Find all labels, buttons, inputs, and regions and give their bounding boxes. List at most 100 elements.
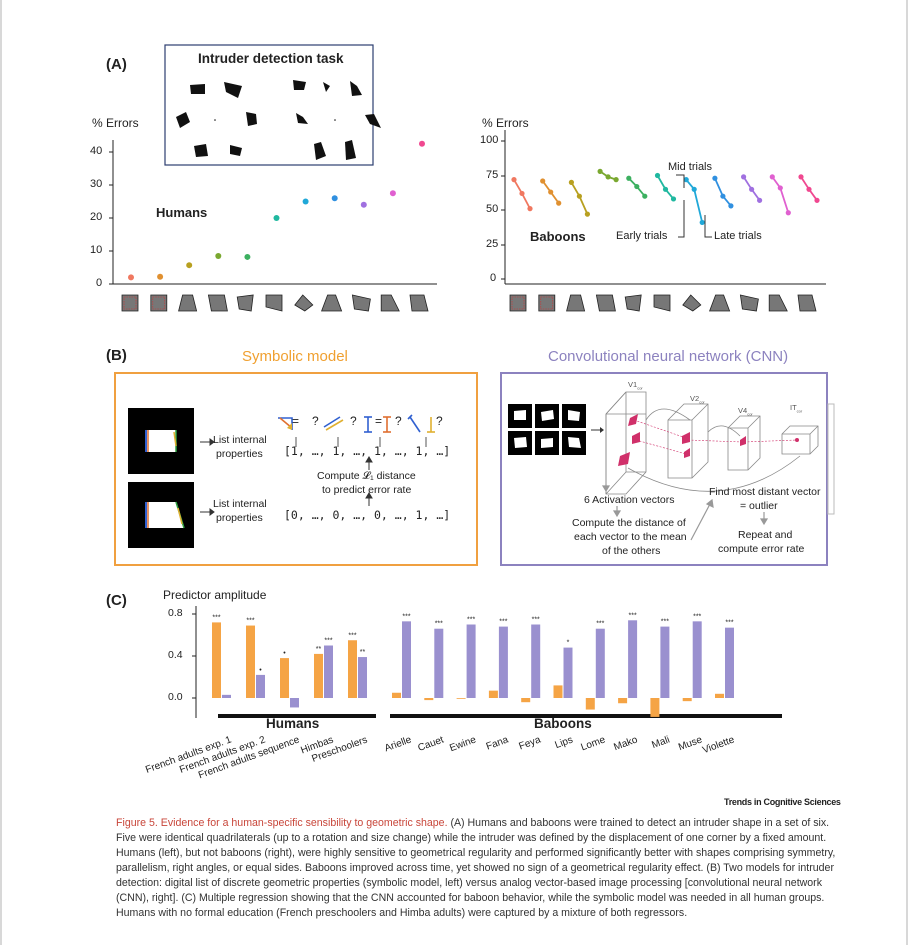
significance-label: ***: [402, 613, 410, 620]
significance-label: **: [316, 646, 322, 653]
significance-label: ***: [725, 620, 733, 627]
baboon-trial-point: [670, 196, 677, 202]
layer-v4-label: V4cor: [738, 406, 753, 417]
find-distant-1: Find most distant vector: [709, 486, 821, 498]
reference-shape-icon: [624, 294, 642, 312]
find-distant-2: = outlier: [740, 500, 778, 512]
baboon-trial-point: [749, 186, 755, 192]
baboon-trial-point: [798, 174, 804, 180]
baboon-trial-point: [626, 175, 632, 181]
q2: ?: [350, 414, 357, 428]
cnn-title: Convolutional neural network (CNN): [548, 348, 789, 365]
repeat-1: Repeat and: [738, 529, 793, 541]
category-label: Muse: [677, 734, 704, 753]
list-properties-2a: List internal: [213, 498, 267, 510]
baboon-trial-point: [662, 186, 669, 192]
baboon-trial-point: [806, 186, 812, 192]
category-label: Violette: [701, 734, 736, 756]
symbolic-bar: [212, 622, 221, 698]
baboon-trial-point: [519, 190, 525, 197]
c-ytick: 0.0: [168, 691, 183, 703]
humans-error-point: [360, 201, 367, 208]
symbolic-bar: [715, 693, 724, 698]
symbolic-bar: [682, 698, 692, 702]
caption-body: (A) Humans and baboons were trained to d…: [116, 817, 836, 919]
baboon-trial-point: [699, 219, 705, 226]
list-properties-1b: properties: [216, 448, 263, 460]
significance-label: ***: [246, 618, 254, 625]
property-icons: [278, 414, 435, 447]
symbolic-bar: [650, 698, 660, 717]
symbolic-bar: [424, 698, 434, 701]
reference-shape-icon: [121, 294, 139, 312]
cnn-bar: [222, 694, 231, 698]
baboon-trial-point: [576, 193, 583, 199]
repeat-2: compute error rate: [718, 543, 805, 555]
significance-label: •: [283, 650, 286, 657]
symbolic-bar: [521, 698, 531, 703]
symbolic-bar: [314, 653, 323, 698]
baboon-trial-point: [654, 172, 661, 179]
baboon-trial-point: [527, 206, 533, 212]
cnn-bar: [531, 624, 541, 698]
baboon-trial-point: [769, 174, 775, 180]
reference-shape-icon: [321, 294, 343, 312]
regularity-marker: [540, 296, 554, 310]
category-label: Ewine: [448, 734, 478, 754]
baboons-series: [511, 168, 820, 226]
task-shapes: [176, 80, 381, 160]
reference-shape-icon: [682, 294, 702, 312]
reference-shape-icon: [236, 294, 254, 312]
humans-shape-icons: [121, 294, 429, 312]
reference-shape-icon: [595, 294, 616, 312]
baboons-group-label: Baboons: [534, 716, 592, 731]
baboon-trial-point: [540, 178, 546, 184]
reference-shape-icon: [351, 294, 371, 312]
c-axes: [192, 606, 197, 718]
cnn-bar: [660, 626, 670, 698]
symbolic-bar: [280, 658, 289, 698]
baboons-label: Baboons: [530, 229, 586, 244]
humans-axes: [109, 140, 437, 285]
panel-a-svg: [109, 44, 826, 312]
cnn-bar: [563, 647, 573, 698]
humans-error-point: [389, 190, 396, 197]
reference-shape-icon: [380, 294, 400, 312]
cnn-bar: [434, 628, 444, 698]
reference-shape-icon: [709, 294, 731, 312]
humans-error-point: [244, 253, 251, 260]
cnn-arrows: [601, 484, 769, 541]
baboon-trial-point: [568, 179, 575, 185]
humans-group-label: Humans: [266, 716, 320, 731]
reference-shape-icon: [739, 294, 759, 312]
significance-label: ***: [596, 621, 604, 628]
humans-ytick: 40: [90, 145, 103, 157]
cnn-bar: [290, 698, 299, 708]
humans-error-point: [215, 252, 222, 259]
baboon-callouts: [676, 174, 712, 238]
cnn-bar: [256, 674, 265, 698]
humans-ytick: 30: [90, 178, 103, 190]
baboon-trial-point: [785, 210, 791, 216]
c-bars: *** ***••******************* *** **********…: [212, 612, 734, 717]
category-label: Arielle: [383, 734, 413, 754]
baboon-trial-point: [757, 197, 763, 203]
cnn-bar: [498, 626, 508, 698]
symbolic-bar: [348, 640, 357, 698]
baboon-trial-point: [548, 189, 554, 195]
baboons-shape-icons: [509, 294, 817, 312]
cnn-bar: [324, 645, 333, 698]
task-title: Intruder detection task: [198, 51, 344, 66]
baboon-trial-point: [556, 200, 562, 206]
list-properties-1a: List internal: [213, 434, 267, 446]
cnn-bar: [692, 621, 702, 698]
journal-brand: Trends in Cognitive Sciences: [724, 797, 841, 807]
cnn-bar: [628, 620, 638, 698]
baboons-axes: [501, 130, 826, 285]
significance-label: **: [360, 649, 366, 656]
significance-label: ***: [348, 632, 356, 639]
baboon-trial-point: [728, 203, 734, 209]
significance-label: ***: [661, 619, 669, 626]
